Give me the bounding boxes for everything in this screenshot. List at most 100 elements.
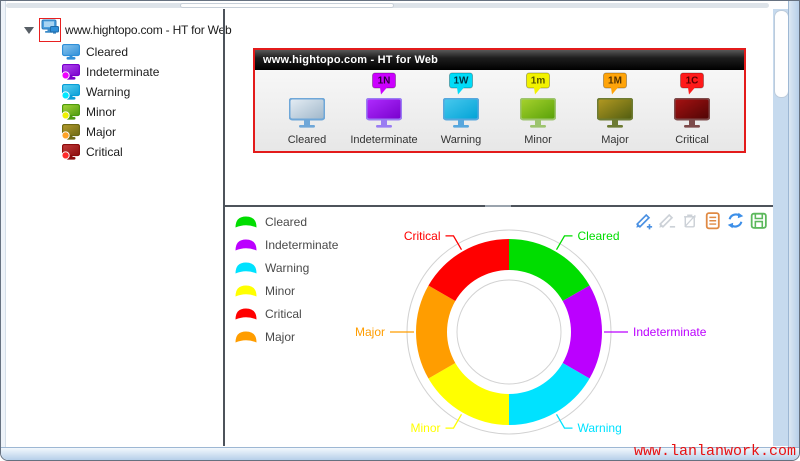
legend-item-warning[interactable]: Warning bbox=[234, 256, 338, 279]
monitor-icon bbox=[62, 64, 80, 80]
selection-highlight bbox=[39, 18, 61, 42]
log-icon bbox=[705, 211, 720, 229]
svg-text:1W: 1W bbox=[454, 76, 470, 87]
label-leader-line bbox=[555, 413, 573, 429]
donut-slice-cleared[interactable] bbox=[509, 239, 590, 301]
badge-slot: 1m bbox=[524, 72, 552, 98]
tree-item-cleared[interactable]: Cleared bbox=[6, 42, 159, 62]
edit-remove-icon bbox=[659, 213, 676, 228]
window-frame-left bbox=[1, 1, 6, 448]
splitter-handle[interactable] bbox=[485, 205, 511, 207]
alarm-badge-icon: 1N bbox=[372, 72, 396, 95]
horizontal-scrollbar[interactable] bbox=[6, 3, 769, 8]
monitor-icon bbox=[288, 97, 326, 128]
donut-slice-minor[interactable] bbox=[428, 363, 509, 425]
delete-icon bbox=[684, 214, 696, 228]
donut-chart: Cleared Indeterminate Warning Minor Major Cri… bbox=[355, 229, 707, 435]
legend-item-indeterminate[interactable]: Indeterminate bbox=[234, 233, 338, 256]
window-frame-right bbox=[788, 1, 799, 448]
svg-text:1M: 1M bbox=[608, 76, 622, 87]
legend-item-major[interactable]: Major bbox=[234, 325, 338, 348]
label-leader-line bbox=[555, 235, 573, 251]
refresh-icon bbox=[727, 212, 744, 228]
network-group-icon bbox=[41, 19, 59, 34]
slice-label-critical: Critical bbox=[404, 229, 441, 243]
alarm-node-label: Minor bbox=[524, 134, 552, 146]
donut-slice-warning[interactable] bbox=[509, 363, 590, 425]
horizontal-splitter[interactable] bbox=[223, 205, 789, 207]
badge-slot: 1W bbox=[447, 72, 475, 98]
save-icon bbox=[750, 212, 767, 229]
legend-label: Major bbox=[265, 329, 296, 344]
alarm-panel: www.hightopo.com - HT for Web Cleared 1N… bbox=[253, 48, 746, 153]
legend-item-minor[interactable]: Minor bbox=[234, 279, 338, 302]
svg-text:1C: 1C bbox=[686, 76, 699, 87]
watermark-text: www.lanlanwork.com bbox=[633, 443, 796, 460]
alarm-node-label: Cleared bbox=[287, 134, 327, 146]
legend-marker-icon bbox=[235, 331, 257, 342]
legend-marker-icon bbox=[235, 262, 257, 273]
node-icon bbox=[596, 97, 634, 133]
legend-marker-icon bbox=[235, 285, 257, 296]
legend-marker-icon bbox=[235, 239, 257, 250]
tree-item-indeterminate[interactable]: Indeterminate bbox=[6, 62, 159, 82]
vertical-scrollbar-thumb[interactable] bbox=[774, 10, 789, 98]
legend-marker-icon bbox=[235, 308, 257, 319]
alarm-node-warning[interactable]: 1W Warning bbox=[423, 72, 499, 146]
chevron-down-icon[interactable] bbox=[24, 26, 34, 34]
monitor-icon bbox=[365, 97, 403, 128]
node-icon bbox=[673, 97, 711, 133]
donut-slice-indeterminate[interactable] bbox=[562, 285, 602, 379]
alarm-badge-icon: 1M bbox=[603, 72, 627, 95]
alarm-node-major[interactable]: 1M Major bbox=[577, 72, 653, 146]
monitor-icon bbox=[62, 84, 80, 100]
monitor-icon bbox=[62, 144, 80, 160]
alarm-node-minor[interactable]: 1m Minor bbox=[500, 72, 576, 146]
delete-button bbox=[679, 209, 700, 231]
alarm-panel-title: www.hightopo.com - HT for Web bbox=[255, 50, 744, 70]
tree-item-critical[interactable]: Critical bbox=[6, 142, 159, 162]
label-leader-line bbox=[445, 235, 463, 251]
node-icon bbox=[365, 97, 403, 133]
horizontal-scrollbar-thumb[interactable] bbox=[180, 3, 394, 8]
tree-item-list: Cleared Indeterminate Warning Minor Major Cri… bbox=[6, 42, 159, 162]
legend-marker-icon bbox=[235, 216, 257, 227]
donut-slice-critical[interactable] bbox=[428, 239, 509, 301]
save-button[interactable] bbox=[748, 209, 769, 231]
alarm-node-cleared[interactable]: Cleared bbox=[269, 72, 345, 146]
legend-item-critical[interactable]: Critical bbox=[234, 302, 338, 325]
alarm-node-row: Cleared 1N Indeterminate 1W Warning 1m Mino… bbox=[255, 70, 744, 146]
legend-label: Indeterminate bbox=[265, 237, 339, 252]
vertical-scrollbar[interactable] bbox=[773, 9, 789, 446]
alarm-badge-icon: 1m bbox=[526, 72, 550, 95]
log-button[interactable] bbox=[702, 209, 723, 231]
tree-item-minor[interactable]: Minor bbox=[6, 102, 159, 122]
tree-root-label: www.hightopo.com - HT for Web bbox=[65, 23, 232, 37]
alarm-badge-icon: 1W bbox=[449, 72, 473, 95]
tree-item-major[interactable]: Major bbox=[6, 122, 159, 142]
legend-label: Cleared bbox=[265, 214, 308, 229]
badge-slot: 1N bbox=[370, 72, 398, 98]
monitor-icon bbox=[62, 44, 80, 60]
edit-add-button[interactable] bbox=[633, 209, 654, 231]
alarm-node-indeterminate[interactable]: 1N Indeterminate bbox=[346, 72, 422, 146]
legend-item-cleared[interactable]: Cleared bbox=[234, 210, 338, 233]
slice-label-warning: Warning bbox=[578, 421, 622, 435]
monitor-icon bbox=[62, 104, 80, 120]
svg-text:1m: 1m bbox=[531, 76, 546, 87]
donut-slice-major[interactable] bbox=[416, 285, 456, 379]
alarm-node-label: Warning bbox=[440, 134, 482, 146]
tree-root-node[interactable]: www.hightopo.com - HT for Web bbox=[16, 18, 232, 42]
slice-label-cleared: Cleared bbox=[578, 229, 620, 243]
tree-item-label: Major bbox=[86, 125, 117, 139]
vertical-splitter[interactable] bbox=[223, 9, 225, 446]
tree-item-warning[interactable]: Warning bbox=[6, 82, 159, 102]
slice-label-minor: Minor bbox=[410, 421, 440, 435]
edit-add-icon bbox=[636, 213, 653, 229]
legend-label: Warning bbox=[265, 260, 310, 275]
alarm-node-critical[interactable]: 1C Critical bbox=[654, 72, 730, 146]
chart-decor-circle bbox=[456, 279, 562, 385]
refresh-button[interactable] bbox=[725, 209, 746, 231]
chart-toolbar bbox=[633, 209, 769, 231]
monitor-icon bbox=[596, 97, 634, 128]
